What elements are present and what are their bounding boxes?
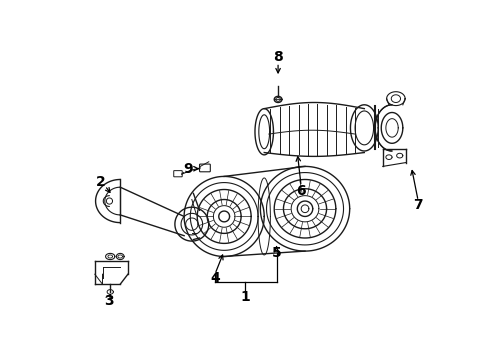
Text: 3: 3 [104, 294, 114, 308]
Text: 1: 1 [240, 290, 250, 304]
Text: 8: 8 [273, 50, 283, 64]
FancyBboxPatch shape [199, 164, 210, 172]
Text: 9: 9 [183, 162, 193, 176]
Text: 2: 2 [96, 175, 106, 189]
Text: 6: 6 [296, 184, 306, 198]
Text: 4: 4 [210, 271, 220, 285]
Text: 7: 7 [414, 198, 423, 212]
FancyBboxPatch shape [174, 171, 182, 177]
Text: 5: 5 [271, 246, 281, 260]
